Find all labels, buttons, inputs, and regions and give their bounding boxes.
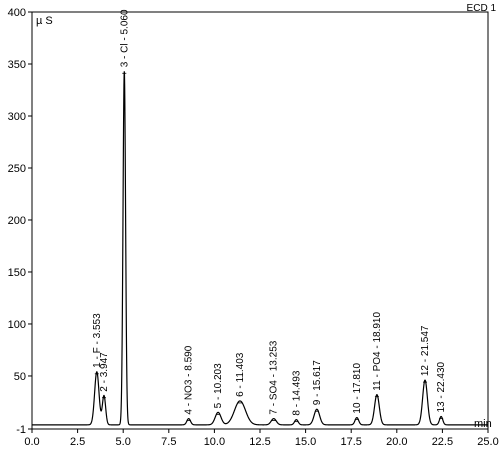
x-tick-label: 0.0 — [24, 436, 39, 448]
peak-label: 1 - F - 3.553 — [92, 313, 103, 368]
y-tick-label: 100 — [8, 319, 26, 331]
peak-label: 13 - 22.430 — [436, 361, 447, 412]
x-tick-label: 15.0 — [295, 436, 316, 448]
y-tick-label: 250 — [8, 163, 26, 175]
x-tick-label: 20.0 — [386, 436, 407, 448]
detector-label: ECD 1 — [467, 3, 497, 14]
y-tick-label: 150 — [8, 267, 26, 279]
peak-label: 9 - 15.617 — [312, 360, 323, 405]
x-tick-label: 12.5 — [249, 436, 270, 448]
y-tick-label: 50 — [14, 371, 26, 383]
peak-label: 3 - Cl - 5.060 — [119, 9, 130, 67]
y-tick-label: 350 — [8, 59, 26, 71]
peak-label: 10 - 17.810 — [352, 363, 363, 414]
peak-label: 12 - 21.547 — [420, 325, 431, 376]
peak-label: 5 - 10.203 — [213, 363, 224, 408]
y-tick-label: 200 — [8, 215, 26, 227]
peak-label: 4 - NO3 - 8.590 — [184, 345, 195, 414]
x-axis: 0.0 2.5 5.0 7.5 10.0 12.5 15.0 17.5 20.0 22.5 25.0 — [24, 429, 499, 448]
y-axis: -1 50 100 150 200 250 300 350 400 — [8, 7, 32, 436]
y-tick-label: 300 — [8, 111, 26, 123]
x-tick-label: 10.0 — [204, 436, 225, 448]
peak-label: 8 - 14.493 — [291, 370, 302, 415]
x-tick-label: 7.5 — [161, 436, 176, 448]
y-tick-label: 400 — [8, 7, 26, 19]
x-tick-label: 5.0 — [116, 436, 131, 448]
peak-markers — [94, 72, 444, 423]
y-axis-label: µ S — [36, 15, 53, 27]
x-tick-label: 25.0 — [477, 436, 498, 448]
chromatogram-trace — [32, 71, 488, 426]
y-tick-label: -1 — [16, 424, 26, 436]
x-axis-unit-label: min — [474, 418, 492, 430]
peak-label: 2 - 3.947 — [99, 352, 110, 392]
peak-label: 11 - PO4 - 18.910 — [372, 311, 383, 390]
x-tick-label: 22.5 — [432, 436, 453, 448]
x-tick-label: 17.5 — [340, 436, 361, 448]
peak-label: 7 - SO4 - 13.253 — [269, 340, 280, 414]
x-tick-label: 2.5 — [70, 436, 85, 448]
peak-label: 6 - 11.403 — [235, 352, 246, 397]
